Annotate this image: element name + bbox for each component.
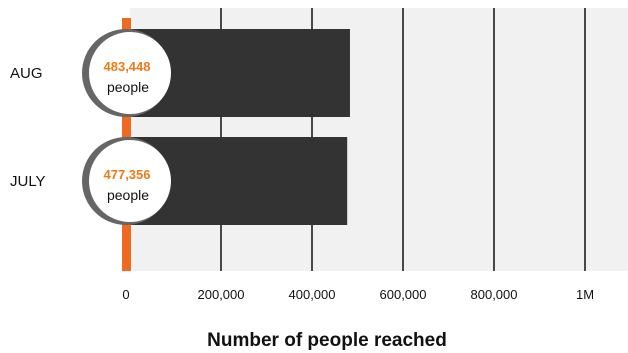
category-label-july: JULY: [10, 173, 46, 190]
x-axis-title: Number of people reached: [207, 330, 447, 351]
x-tick-label: 600,000: [380, 287, 427, 302]
x-axis-tick-labels: 0 200,000 400,000 600,000 800,000 1M: [122, 287, 594, 302]
category-labels: AUG JULY: [10, 65, 46, 190]
category-label-aug: AUG: [10, 65, 43, 82]
value-badge: 477,356 people: [82, 137, 171, 225]
badge-circle: [89, 140, 171, 222]
badge-circle: [89, 32, 171, 114]
value-badge: 483,448 people: [82, 29, 171, 117]
x-tick-label: 0: [122, 287, 129, 302]
x-tick-label: 400,000: [289, 287, 336, 302]
x-tick-label: 200,000: [198, 287, 245, 302]
value-badges: 483,448 people 477,356 people: [82, 29, 171, 225]
x-tick-label: 800,000: [471, 287, 518, 302]
data-label-value: 483,448: [104, 59, 151, 74]
data-label-unit: people: [107, 187, 149, 203]
data-label-value: 477,356: [104, 167, 151, 182]
x-tick-label: 1M: [576, 287, 594, 302]
data-label-unit: people: [107, 79, 149, 95]
